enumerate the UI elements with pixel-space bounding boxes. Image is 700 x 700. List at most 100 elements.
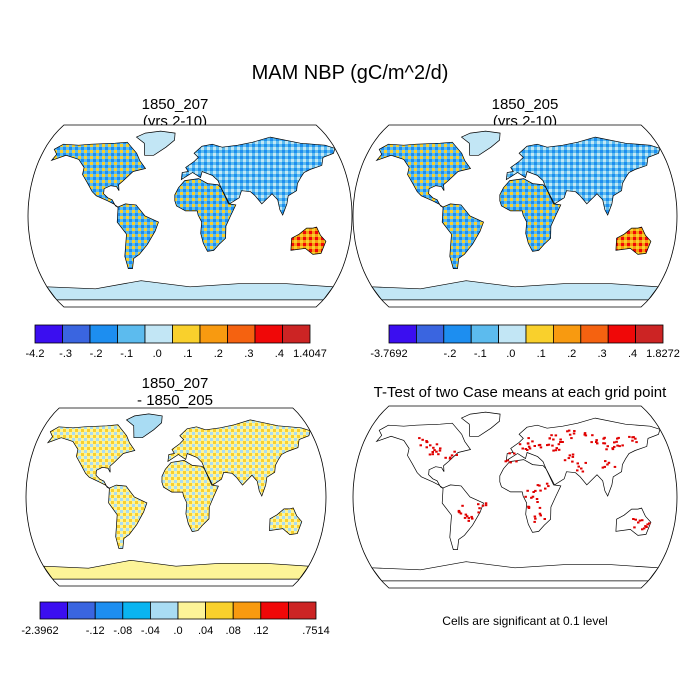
colorbar-swatch	[144, 324, 173, 344]
significant-cell	[621, 444, 624, 447]
colorbar-tick-label: .12	[253, 625, 268, 637]
colorbar-tick-label: .0	[506, 348, 515, 360]
significant-cell	[477, 511, 480, 514]
significant-cell	[508, 452, 511, 455]
significant-cell	[432, 446, 435, 449]
significant-cell	[571, 453, 575, 456]
significant-cell	[539, 489, 542, 492]
significant-cell	[478, 507, 481, 510]
significant-cell	[481, 504, 485, 507]
significant-cell	[563, 459, 567, 462]
significant-cell	[504, 460, 507, 463]
landmass-africa	[499, 459, 562, 533]
landmass-australia	[269, 507, 303, 535]
colorbar-swatch	[443, 324, 472, 344]
significant-cell	[603, 436, 606, 439]
significant-cell	[435, 450, 438, 453]
landmass-antarctica	[371, 561, 659, 582]
colorbar-swatch	[388, 324, 417, 344]
significant-cell	[634, 518, 637, 521]
significant-cell	[527, 437, 530, 440]
significant-cell	[591, 434, 594, 437]
significant-cell	[531, 440, 534, 443]
colorbar-tick-label: .08	[226, 625, 241, 637]
significant-cell	[557, 448, 561, 451]
colorbar-tick-label: .2	[567, 348, 576, 360]
colorbar-tick-label: .04	[198, 625, 213, 637]
significant-cell	[539, 514, 542, 517]
significant-cell	[632, 518, 635, 520]
landmass-eurasia	[167, 419, 311, 497]
map-frame	[25, 407, 327, 587]
significant-cell	[606, 463, 609, 466]
map-panel-1850-205	[352, 124, 678, 308]
significant-cell	[470, 515, 473, 518]
significant-cell	[559, 438, 562, 441]
significant-cell	[536, 484, 540, 487]
significant-cell	[538, 484, 541, 487]
colorbar-tick-label: .7514	[302, 625, 330, 637]
significant-cell	[465, 515, 469, 518]
colorbar-tick-label: -3.7692	[370, 348, 407, 360]
significant-cell	[566, 430, 569, 433]
significant-cell	[453, 450, 456, 453]
significant-cell	[613, 441, 616, 444]
significant-cell	[428, 453, 432, 456]
significant-cell	[576, 462, 579, 465]
significant-cell	[577, 465, 580, 468]
colorbar-swatch	[553, 324, 582, 344]
significant-cell	[521, 447, 524, 450]
significant-cell	[543, 518, 546, 520]
significant-cell	[513, 452, 516, 455]
significant-cell	[444, 456, 447, 459]
landmass-africa	[499, 178, 562, 252]
significant-cell	[559, 441, 562, 443]
significant-cell	[631, 439, 634, 442]
colorbar-swatch	[205, 601, 234, 620]
significant-cell	[581, 470, 585, 473]
significant-cell	[532, 491, 535, 493]
colorbar-tick-label: -.1	[474, 348, 487, 360]
colorbar-swatch	[470, 324, 500, 344]
landmass-greenland	[460, 130, 501, 156]
colorbar-swatch	[199, 324, 228, 344]
map-panel-difference	[25, 407, 327, 587]
colorbar-tick-label: -.08	[113, 625, 132, 637]
landmass-africa	[174, 178, 237, 252]
significant-cell	[509, 461, 512, 464]
significant-cell	[471, 517, 474, 520]
landmass-eurasia	[505, 417, 661, 497]
colorbar-tick-label: -4.2	[26, 348, 45, 360]
significant-cell	[419, 444, 422, 447]
significant-cell	[457, 509, 461, 512]
significant-cell	[459, 512, 463, 515]
colorbar-tick-label: .1	[183, 348, 192, 360]
significant-cell	[548, 437, 551, 440]
landmass-australia	[290, 226, 327, 255]
significant-cell	[551, 444, 554, 447]
significant-cell	[634, 437, 637, 440]
significant-cell	[546, 444, 549, 447]
significant-cell	[635, 441, 638, 444]
landmass-eurasia	[180, 136, 336, 216]
significant-cell	[606, 445, 609, 448]
colorbar-tick-label: -.2	[90, 348, 103, 360]
landmass-north-america	[50, 141, 147, 209]
colorbar-tick-label: -.12	[86, 625, 105, 637]
significant-cell	[477, 503, 480, 506]
significant-cell	[615, 440, 618, 443]
significant-cell	[418, 437, 421, 440]
significant-cell	[646, 523, 649, 526]
significant-cell	[557, 443, 561, 446]
colorbar-swatch	[607, 324, 637, 344]
map-panel-1850-207	[27, 124, 353, 308]
significant-cell	[421, 438, 424, 441]
landmass-north-america	[375, 141, 472, 209]
significant-cell	[603, 442, 607, 445]
significant-cell	[435, 443, 439, 446]
significant-cell	[555, 447, 558, 450]
colorbar-swatch	[172, 324, 201, 344]
landmass-antarctica	[371, 280, 659, 301]
colorbar-tick-label: .4	[628, 348, 637, 360]
landmass-australia	[615, 226, 652, 255]
